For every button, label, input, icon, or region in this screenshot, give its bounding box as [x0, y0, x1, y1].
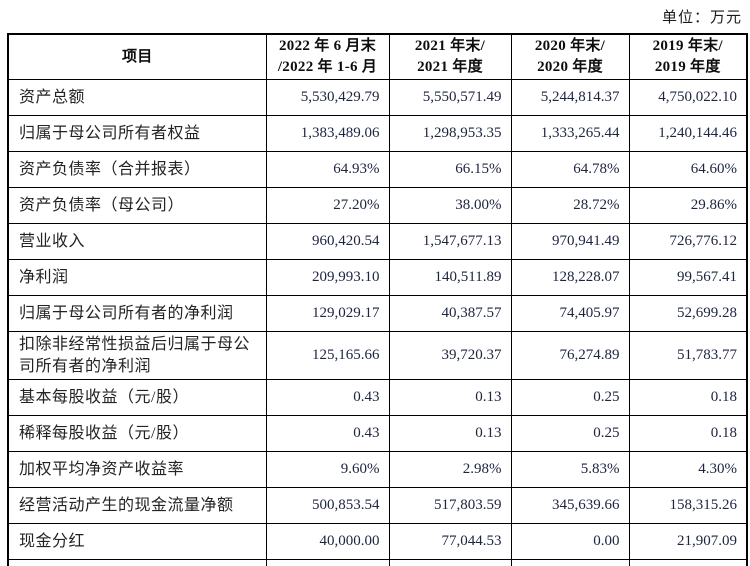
value-2019: 726,776.12 [628, 223, 748, 260]
value-2019: 21,907.09 [628, 523, 748, 561]
value-2021: 1,298,953.35 [388, 115, 512, 152]
table-row: 营业收入 960,420.54 1,547,677.13 970,941.49 … [7, 223, 748, 260]
value-2020: 970,941.49 [510, 223, 630, 260]
row-label: 营业收入 [7, 223, 267, 260]
value-2021: 0.03% [388, 559, 512, 566]
value-2022h1: 5,530,429.79 [265, 79, 390, 116]
value-2022h1: 500,853.54 [265, 487, 390, 525]
table-row: 归属于母公司所有者权益 1,383,489.06 1,298,953.35 1,… [7, 115, 748, 152]
value-2020: 76,274.89 [510, 330, 630, 381]
value-2021: 0.13 [388, 379, 512, 417]
value-2019: 64.60% [628, 151, 748, 188]
value-2021: 2.98% [388, 451, 512, 489]
value-2021: 77,044.53 [388, 523, 512, 561]
value-2022h1: 1,383,489.06 [265, 115, 390, 152]
header-col-2021: 2021 年末/ 2021 年度 [388, 33, 512, 80]
row-label: 归属于母公司所有者权益 [7, 115, 267, 152]
value-2021: 517,803.59 [388, 487, 512, 525]
value-2022h1: 129,029.17 [265, 295, 390, 332]
value-2021: 38.00% [388, 187, 512, 224]
table-row: 扣除非经常性损益后归属于母公司所有者的净利润 125,165.66 39,720… [7, 330, 748, 381]
value-2019: 4.30% [628, 451, 748, 489]
header-col-2022h1: 2022 年 6 月末 /2022 年 1-6 月 [265, 33, 390, 80]
value-2020: 0.01% [510, 559, 630, 566]
value-2020: 5,244,814.37 [510, 79, 630, 116]
row-label: 现金分红 [7, 523, 267, 561]
row-label: 扣除非经常性损益后归属于母公司所有者的净利润 [7, 330, 267, 381]
value-2020: 1,333,265.44 [510, 115, 630, 152]
value-2020: 64.78% [510, 151, 630, 188]
row-label: 净利润 [7, 259, 267, 296]
table-row: 基本每股收益（元/股） 0.43 0.13 0.25 0.18 [7, 379, 748, 417]
row-label: 基本每股收益（元/股） [7, 379, 267, 417]
value-2019: 29.86% [628, 187, 748, 224]
value-2020: 0.25 [510, 379, 630, 417]
value-2022h1: 0.03% [265, 559, 390, 566]
value-2022h1: 40,000.00 [265, 523, 390, 561]
value-2022h1: 0.43 [265, 379, 390, 417]
table-row: 资产负债率（母公司） 27.20% 38.00% 28.72% 29.86% [7, 187, 748, 224]
value-2020: 128,228.07 [510, 259, 630, 296]
value-2019: 1,240,144.46 [628, 115, 748, 152]
row-label: 经营活动产生的现金流量净额 [7, 487, 267, 525]
value-2021: 1,547,677.13 [388, 223, 512, 260]
value-2019: 158,315.26 [628, 487, 748, 525]
row-label: 归属于母公司所有者的净利润 [7, 295, 267, 332]
value-2022h1: 125,165.66 [265, 330, 390, 381]
table-header-row: 项目 2022 年 6 月末 /2022 年 1-6 月 2021 年末/ 20… [7, 33, 748, 80]
value-2019: 52,699.28 [628, 295, 748, 332]
row-label: 稀释每股收益（元/股） [7, 415, 267, 453]
value-2022h1: 209,993.10 [265, 259, 390, 296]
row-label: 资产总额 [7, 79, 267, 116]
header-item-column: 项目 [7, 33, 267, 80]
value-2020: 345,639.66 [510, 487, 630, 525]
table-row: 稀释每股收益（元/股） 0.43 0.13 0.25 0.18 [7, 415, 748, 453]
value-2020: 28.72% [510, 187, 630, 224]
financial-summary-table: 项目 2022 年 6 月末 /2022 年 1-6 月 2021 年末/ 20… [7, 33, 748, 566]
value-2019: 99,567.41 [628, 259, 748, 296]
header-col-2020: 2020 年末/ 2020 年度 [510, 33, 630, 80]
value-2021: 66.15% [388, 151, 512, 188]
value-2019: 0.18 [628, 415, 748, 453]
value-2021: 140,511.89 [388, 259, 512, 296]
value-2022h1: 960,420.54 [265, 223, 390, 260]
value-2022h1: 27.20% [265, 187, 390, 224]
value-2021: 39,720.37 [388, 330, 512, 381]
value-2020: 5.83% [510, 451, 630, 489]
value-2022h1: 64.93% [265, 151, 390, 188]
value-2021: 5,550,571.49 [388, 79, 512, 116]
row-label: 加权平均净资产收益率 [7, 451, 267, 489]
value-2019: 4,750,022.10 [628, 79, 748, 116]
table-row: 研发投入占营业收入比例 0.03% 0.03% 0.01% 0.04% [7, 559, 748, 566]
table-row: 资产总额 5,530,429.79 5,550,571.49 5,244,814… [7, 79, 748, 116]
row-label: 资产负债率（母公司） [7, 187, 267, 224]
value-2019: 51,783.77 [628, 330, 748, 381]
value-2019: 0.04% [628, 559, 748, 566]
value-2019: 0.18 [628, 379, 748, 417]
value-2020: 74,405.97 [510, 295, 630, 332]
table-row: 加权平均净资产收益率 9.60% 2.98% 5.83% 4.30% [7, 451, 748, 489]
value-2020: 0.00 [510, 523, 630, 561]
value-2021: 0.13 [388, 415, 512, 453]
table-row: 现金分红 40,000.00 77,044.53 0.00 21,907.09 [7, 523, 748, 561]
value-2020: 0.25 [510, 415, 630, 453]
table-row: 归属于母公司所有者的净利润 129,029.17 40,387.57 74,40… [7, 295, 748, 332]
row-label: 资产负债率（合并报表） [7, 151, 267, 188]
value-2021: 40,387.57 [388, 295, 512, 332]
value-2022h1: 9.60% [265, 451, 390, 489]
table-row: 资产负债率（合并报表） 64.93% 66.15% 64.78% 64.60% [7, 151, 748, 188]
unit-label: 单位：万元 [661, 10, 742, 26]
header-col-2019: 2019 年末/ 2019 年度 [628, 33, 748, 80]
table-row: 经营活动产生的现金流量净额 500,853.54 517,803.59 345,… [7, 487, 748, 525]
row-label: 研发投入占营业收入比例 [7, 559, 267, 566]
value-2022h1: 0.43 [265, 415, 390, 453]
table-row: 净利润 209,993.10 140,511.89 128,228.07 99,… [7, 259, 748, 296]
